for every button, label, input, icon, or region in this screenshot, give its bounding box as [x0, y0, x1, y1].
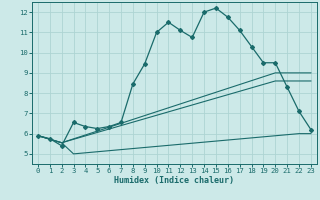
X-axis label: Humidex (Indice chaleur): Humidex (Indice chaleur) [115, 176, 234, 185]
